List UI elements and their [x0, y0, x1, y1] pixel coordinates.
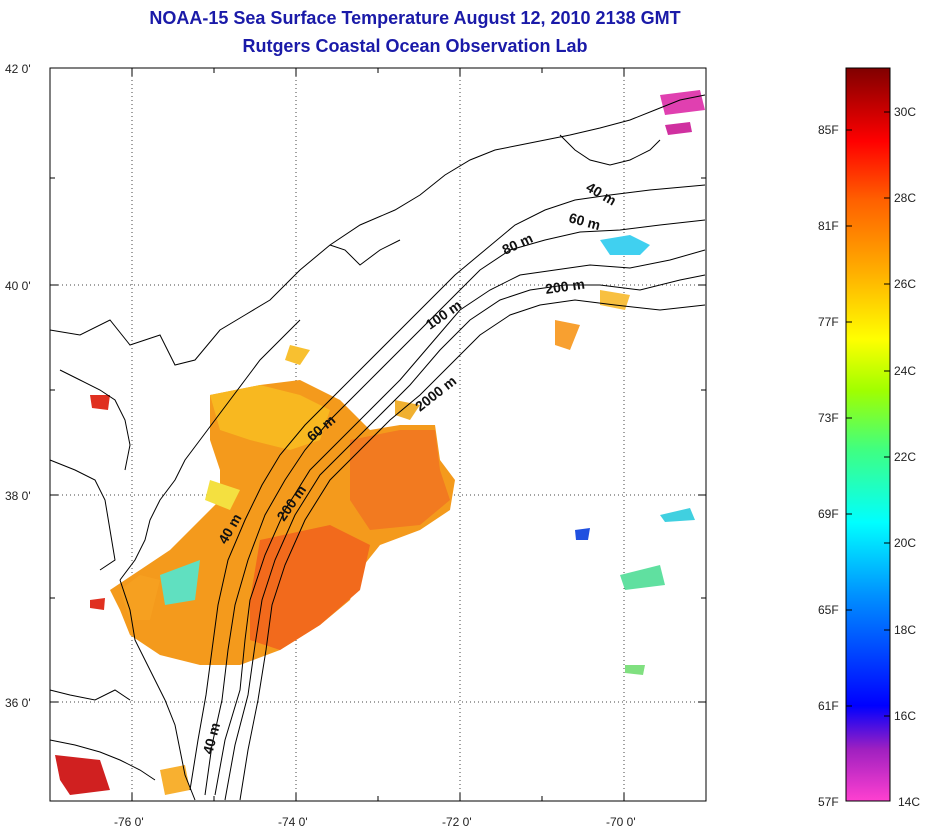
color-scale — [845, 67, 891, 802]
map-title: NOAA-15 Sea Surface Temperature August 1… — [149, 8, 681, 28]
colorbar-c-label: 24C — [894, 364, 916, 378]
color-bar — [845, 67, 891, 802]
colorbar-c-label: 28C — [894, 191, 916, 205]
colorbar-f-label: 77F — [818, 315, 839, 329]
lon-label: -72 0' — [442, 815, 472, 829]
lat-label: 36 0' — [5, 696, 31, 710]
colorbar-c-label: 26C — [894, 277, 916, 291]
coastline — [49, 94, 706, 801]
lon-label: -74 0' — [278, 815, 308, 829]
lon-label: -76 0' — [114, 815, 144, 829]
colorbar-fahrenheit: 85F 81F 77F 73F 69F 65F 61F 57F — [818, 123, 852, 809]
colorbar-c-label: 22C — [894, 450, 916, 464]
colorbar-f-label: 85F — [818, 123, 839, 137]
colorbar-f-label: 61F — [818, 699, 839, 713]
map-subtitle: Rutgers Coastal Ocean Observation Lab — [242, 36, 588, 56]
isobath-label: 200 m — [544, 276, 586, 297]
colorbar-c-label: 16C — [894, 709, 916, 723]
colorbar-c-label: 30C — [894, 105, 916, 119]
colorbar-celsius: 30C 28C 26C 24C 22C 20C 18C 16C 14C — [884, 105, 920, 809]
colorbar-f-label: 73F — [818, 411, 839, 425]
colorbar-c-label: 18C — [894, 623, 916, 637]
latitude-labels: 42 0' 40 0' 38 0' 36 0' — [5, 62, 31, 710]
lat-label: 42 0' — [5, 62, 31, 76]
colorbar-c-label: 20C — [894, 536, 916, 550]
colorbar-f-label: 65F — [818, 603, 839, 617]
lat-label: 38 0' — [5, 489, 31, 503]
colorbar-f-label: 69F — [818, 507, 839, 521]
isobath-label: 40 m — [199, 721, 223, 756]
isobath-label: 60 m — [567, 209, 602, 233]
isobaths — [189, 184, 706, 801]
tick-marks — [50, 68, 706, 801]
colorbar-f-label: 81F — [818, 219, 839, 233]
longitude-labels: -76 0' -74 0' -72 0' -70 0' — [114, 815, 636, 829]
colorbar-f-label: 57F — [818, 795, 839, 809]
sst-patches — [55, 90, 705, 795]
colorbar-c-label: 14C — [898, 795, 920, 809]
lat-label: 40 0' — [5, 279, 31, 293]
lon-label: -70 0' — [606, 815, 636, 829]
